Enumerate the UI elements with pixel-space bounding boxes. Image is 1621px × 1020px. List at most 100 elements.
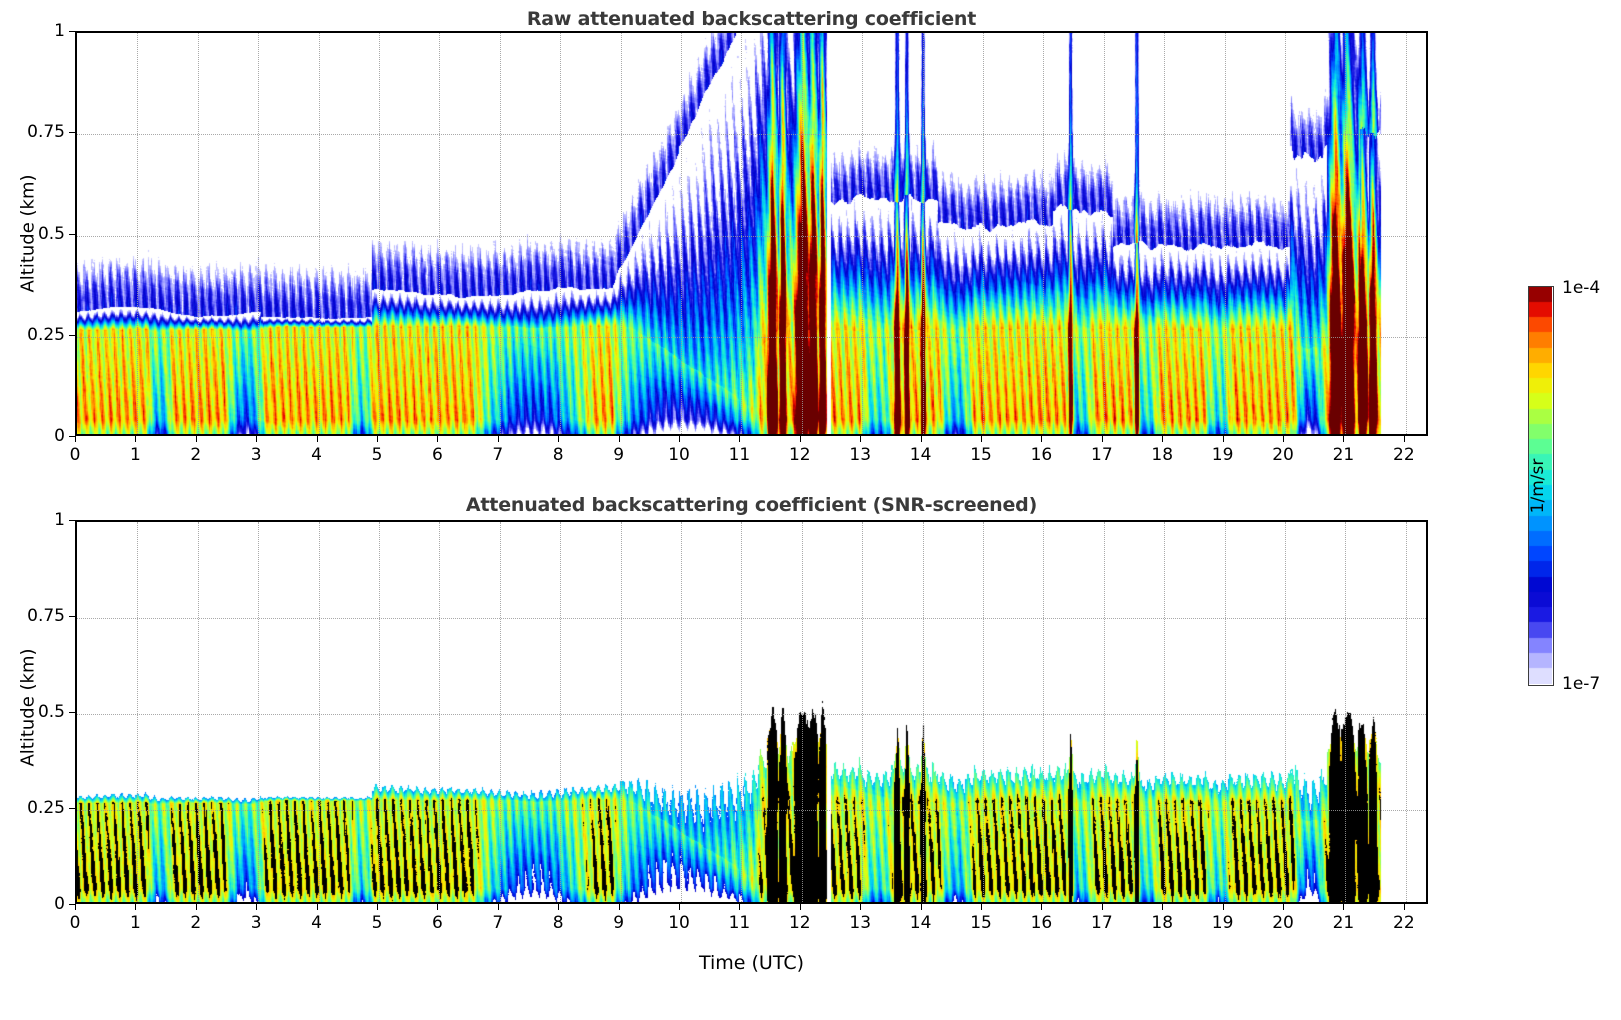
gridline-vertical (741, 33, 743, 434)
gridline-vertical (922, 33, 924, 434)
y-tick-mark (69, 520, 75, 521)
colorbar-tick-min: 1e-7 (1562, 674, 1601, 694)
x-tick-mark (1343, 436, 1345, 442)
plot-area-snr-screened (75, 520, 1428, 904)
x-tick-label: 14 (909, 913, 932, 933)
x-tick-label: 22 (1393, 913, 1415, 933)
x-tick-label: 8 (552, 913, 564, 933)
x-tick-mark (1162, 436, 1164, 442)
x-tick-mark (679, 904, 681, 910)
gridline-vertical (379, 522, 380, 902)
y-tick-mark (69, 436, 75, 437)
x-tick-mark (618, 436, 620, 442)
gridline-vertical (1103, 33, 1105, 434)
x-tick-label: 1 (129, 445, 141, 465)
gridline-horizontal (77, 134, 1426, 136)
gridline-vertical (620, 522, 622, 902)
x-tick-mark (1222, 436, 1224, 442)
x-tick-mark (1343, 904, 1345, 910)
x-tick-mark (1283, 436, 1285, 442)
x-tick-label: 15 (970, 445, 992, 465)
x-tick-mark (135, 436, 137, 442)
x-tick-label: 6 (431, 445, 443, 465)
gridline-horizontal (77, 235, 1426, 237)
gridline-vertical (560, 33, 562, 434)
x-tick-label: 2 (190, 445, 202, 465)
colorbar-tick-max: 1e-4 (1562, 278, 1601, 298)
x-tick-mark (981, 904, 983, 910)
y-tick-label: 0.5 (37, 702, 65, 722)
x-tick-label: 10 (668, 913, 690, 933)
x-tick-label: 5 (371, 913, 383, 933)
x-tick-mark (920, 436, 922, 442)
gridline-vertical (681, 522, 683, 902)
gridline-vertical (1285, 522, 1287, 902)
x-tick-label: 17 (1091, 445, 1113, 465)
x-tick-label: 2 (190, 913, 202, 933)
gridline-vertical (137, 522, 139, 902)
x-tick-label: 12 (788, 913, 811, 933)
x-tick-mark (377, 904, 378, 910)
x-tick-mark (316, 904, 318, 910)
x-tick-label: 4 (311, 445, 322, 465)
x-tick-mark (316, 436, 318, 442)
x-tick-label: 7 (492, 913, 504, 933)
y-tick-label: 0.5 (37, 223, 65, 244)
x-tick-label: 6 (431, 913, 443, 933)
x-tick-label: 5 (371, 445, 383, 465)
gridline-vertical (439, 522, 441, 902)
x-tick-label: 1 (129, 913, 141, 933)
gridline-horizontal (77, 618, 1426, 619)
x-tick-label: 11 (728, 913, 751, 933)
x-tick-label: 3 (250, 913, 262, 933)
y-tick-label: 0.25 (27, 798, 65, 818)
gridline-vertical (1405, 33, 1407, 434)
gridline-vertical (197, 522, 199, 902)
x-tick-mark (679, 436, 681, 442)
gridline-horizontal (77, 714, 1426, 715)
colorbar-group: 1e-4 1e-7 1/m/sr (1528, 278, 1621, 694)
x-tick-label: 21 (1332, 913, 1355, 933)
x-tick-label: 13 (849, 445, 872, 465)
gridline-vertical (439, 33, 441, 434)
x-tick-mark (1222, 904, 1224, 910)
gridline-horizontal (77, 810, 1426, 811)
x-tick-label: 21 (1332, 445, 1355, 465)
gridline-vertical (379, 33, 380, 434)
x-tick-label: 22 (1393, 445, 1415, 465)
gridline-vertical (1224, 33, 1226, 434)
x-tick-mark (558, 436, 560, 442)
x-tick-label: 18 (1151, 913, 1174, 933)
y-tick-mark (69, 904, 75, 905)
x-tick-mark (739, 436, 741, 442)
gridline-vertical (1345, 33, 1347, 434)
x-tick-label: 20 (1272, 913, 1294, 933)
x-tick-mark (135, 904, 137, 910)
x-tick-label: 17 (1091, 913, 1113, 933)
x-tick-mark (1162, 904, 1164, 910)
x-tick-mark (256, 904, 258, 910)
gridline-vertical (1043, 522, 1045, 902)
gridline-vertical (681, 33, 683, 434)
gridline-vertical (318, 522, 320, 902)
x-tick-label: 16 (1030, 913, 1053, 933)
x-tick-mark (1403, 904, 1405, 910)
x-tick-mark (195, 436, 197, 442)
gridline-vertical (499, 522, 501, 902)
gridline-vertical (318, 33, 320, 434)
y-axis-label-raw: Altitude (km) (17, 174, 39, 293)
gridline-vertical (1043, 33, 1045, 434)
colorbar (1528, 286, 1554, 686)
panel-snr-screened-title: Attenuated backscattering coefficient (S… (465, 494, 1038, 516)
x-tick-mark (1403, 436, 1405, 442)
gridline-vertical (922, 522, 924, 902)
x-tick-label: 8 (552, 445, 564, 465)
x-tick-label: 4 (311, 913, 322, 933)
gridline-vertical (1164, 522, 1166, 902)
gridline-vertical (801, 33, 803, 434)
x-tick-mark (437, 904, 439, 910)
x-tick-mark (75, 436, 76, 442)
y-tick-label: 0.25 (27, 324, 65, 345)
x-tick-mark (1101, 904, 1103, 910)
